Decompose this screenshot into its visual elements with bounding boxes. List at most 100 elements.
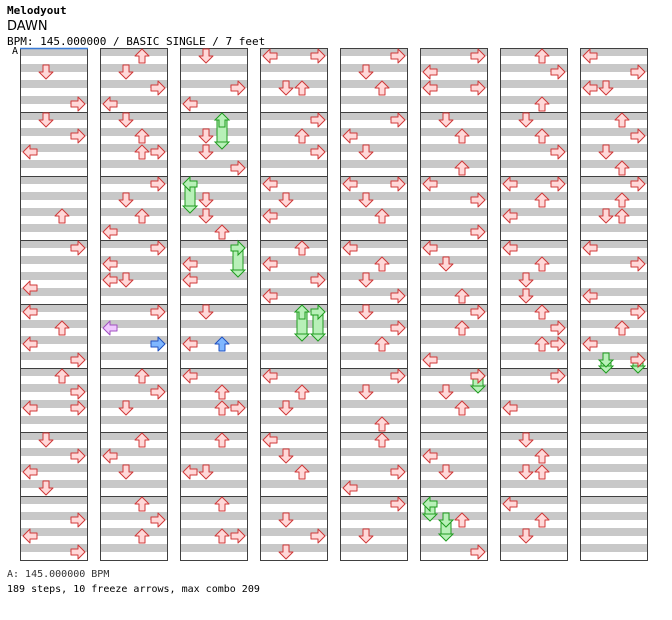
arrow-down-icon xyxy=(598,144,614,160)
beat-stripe xyxy=(100,496,168,504)
arrow-left-icon xyxy=(582,240,598,256)
beat-stripe xyxy=(180,480,248,488)
beat-stripe xyxy=(180,160,248,168)
beat-stripe xyxy=(340,112,408,120)
arrow-right-icon xyxy=(70,400,86,416)
beat-stripe xyxy=(180,448,248,456)
beat-stripe xyxy=(100,272,168,280)
arrow-right-icon xyxy=(390,288,406,304)
arrow-left-icon xyxy=(102,272,118,288)
arrow-right-icon xyxy=(630,352,646,368)
beat-stripe xyxy=(20,224,88,232)
arrow-left-icon xyxy=(502,496,518,512)
arrow-right-icon xyxy=(630,256,646,272)
arrow-left-icon xyxy=(342,240,358,256)
beat-stripe xyxy=(260,480,328,488)
column-border xyxy=(420,48,488,561)
arrow-left-icon xyxy=(22,464,38,480)
beat-stripe xyxy=(580,272,648,280)
arrow-up-icon xyxy=(294,384,310,400)
beat-stripe xyxy=(180,320,248,328)
arrow-right-icon xyxy=(150,304,166,320)
beat-stripe xyxy=(20,352,88,360)
beat-stripe xyxy=(20,416,88,424)
beat-stripe xyxy=(340,256,408,264)
beat-stripe xyxy=(420,256,488,264)
arrow-right-icon xyxy=(150,176,166,192)
beat-stripe xyxy=(20,160,88,168)
arrow-left-icon xyxy=(262,208,278,224)
beat-stripe xyxy=(20,320,88,328)
beat-stripe xyxy=(420,512,488,520)
beat-stripe xyxy=(260,256,328,264)
beat-stripe xyxy=(580,448,648,456)
arrow-up-icon xyxy=(134,432,150,448)
beat-stripe xyxy=(100,368,168,376)
arrow-up-icon xyxy=(454,128,470,144)
beat-stripe xyxy=(500,528,568,536)
arrow-right-icon xyxy=(150,512,166,528)
arrow-up-icon xyxy=(374,80,390,96)
beat-stripe xyxy=(180,368,248,376)
arrow-right-icon xyxy=(70,96,86,112)
beat-stripe xyxy=(260,448,328,456)
beat-stripe xyxy=(20,496,88,504)
column-border xyxy=(500,48,568,561)
beat-stripe xyxy=(580,64,648,72)
arrow-left-icon xyxy=(22,280,38,296)
beat-stripe xyxy=(340,512,408,520)
arrow-down-icon xyxy=(598,80,614,96)
arrow-left-icon xyxy=(422,448,438,464)
beat-stripe xyxy=(180,256,248,264)
arrow-right-icon xyxy=(470,304,486,320)
arrow-left-icon xyxy=(262,48,278,64)
beat-stripe xyxy=(500,496,568,504)
column-border xyxy=(260,48,328,561)
beat-stripe xyxy=(20,400,88,408)
beat-stripe xyxy=(580,48,648,56)
beat-stripe xyxy=(100,288,168,296)
arrow-left-icon xyxy=(582,80,598,96)
arrow-up-icon xyxy=(374,208,390,224)
beat-stripe xyxy=(420,48,488,56)
arrow-up-icon xyxy=(214,384,230,400)
beat-stripe xyxy=(580,192,648,200)
beat-stripe xyxy=(260,128,328,136)
beat-stripe xyxy=(580,368,648,376)
beat-stripe xyxy=(180,272,248,280)
arrow-right-icon xyxy=(630,128,646,144)
beat-stripe xyxy=(180,144,248,152)
column-border xyxy=(180,48,248,561)
beat-stripe xyxy=(340,352,408,360)
arrow-right-icon xyxy=(390,464,406,480)
arrow-down-icon xyxy=(358,192,374,208)
beat-stripe xyxy=(580,352,648,360)
beat-stripe xyxy=(340,240,408,248)
beat-stripe xyxy=(100,384,168,392)
beat-stripe xyxy=(100,336,168,344)
arrow-down-icon xyxy=(358,304,374,320)
beat-stripe xyxy=(260,192,328,200)
freeze-head-down-icon xyxy=(437,512,455,528)
arrow-down-icon xyxy=(118,272,134,288)
beat-stripe xyxy=(20,528,88,536)
arrow-down-icon xyxy=(198,208,214,224)
arrow-down-icon xyxy=(198,48,214,64)
beat-stripe xyxy=(420,80,488,88)
beat-stripe xyxy=(260,272,328,280)
arrow-up-icon xyxy=(534,48,550,64)
beat-stripe xyxy=(20,240,88,248)
arrow-left-icon xyxy=(182,464,198,480)
beat-stripe xyxy=(340,464,408,472)
arrow-up-icon xyxy=(294,464,310,480)
arrow-left-icon xyxy=(262,432,278,448)
arrow-up-icon xyxy=(454,320,470,336)
beat-stripe xyxy=(100,528,168,536)
arrow-down-icon xyxy=(278,544,294,560)
beat-stripe xyxy=(580,544,648,552)
arrow-up-icon xyxy=(54,320,70,336)
beat-stripe xyxy=(20,272,88,280)
arrow-right-icon xyxy=(390,496,406,512)
beat-stripe xyxy=(420,480,488,488)
beat-stripe xyxy=(500,192,568,200)
